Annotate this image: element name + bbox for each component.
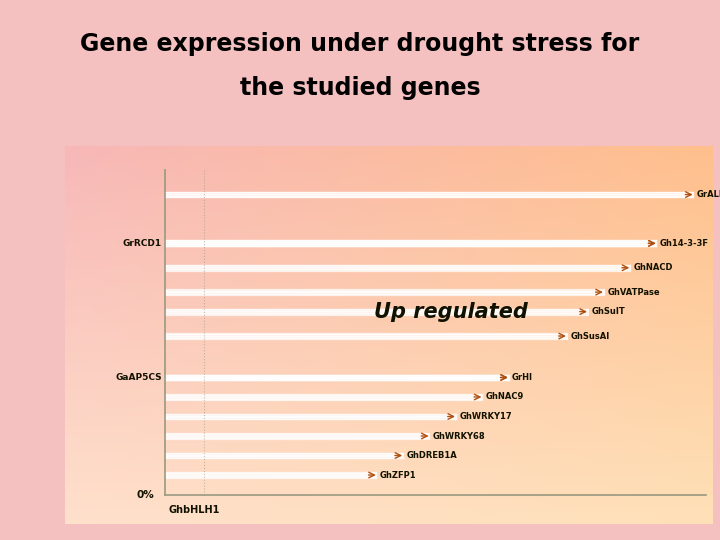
Text: GhSusAI: GhSusAI <box>570 332 609 341</box>
Text: Up regulated: Up regulated <box>374 302 528 322</box>
Text: GhSuIT: GhSuIT <box>591 307 625 316</box>
Text: GrRCD1: GrRCD1 <box>122 239 162 248</box>
Text: GhWRKY68: GhWRKY68 <box>433 431 485 441</box>
Text: GhNACD: GhNACD <box>634 263 673 272</box>
Text: GhbHLH1: GhbHLH1 <box>168 505 220 515</box>
Text: GhVATPase: GhVATPase <box>607 288 660 296</box>
Text: the studied genes: the studied genes <box>240 76 480 99</box>
Text: GrHI: GrHI <box>512 373 533 382</box>
Text: GrALDH7: GrALDH7 <box>697 190 720 199</box>
Text: GhZFP1: GhZFP1 <box>380 470 417 480</box>
Text: GhWRKY17: GhWRKY17 <box>459 412 512 421</box>
Text: Gh14-3-3F: Gh14-3-3F <box>660 239 709 248</box>
Text: Gene expression under drought stress for: Gene expression under drought stress for <box>81 32 639 56</box>
Text: GhNAC9: GhNAC9 <box>486 393 524 401</box>
Text: GaAP5CS: GaAP5CS <box>115 373 162 382</box>
Text: GhDREB1A: GhDREB1A <box>407 451 457 460</box>
Text: 0%: 0% <box>137 490 155 500</box>
